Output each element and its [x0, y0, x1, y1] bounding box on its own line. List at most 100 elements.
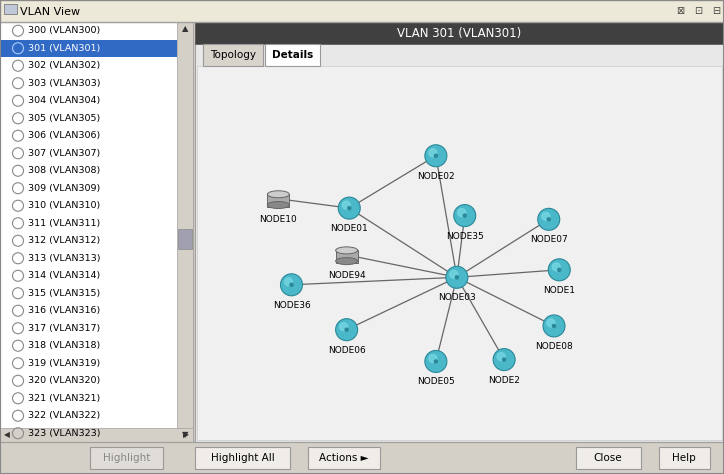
- Text: NODE2: NODE2: [488, 375, 520, 384]
- Ellipse shape: [267, 201, 290, 209]
- Ellipse shape: [267, 191, 290, 198]
- Circle shape: [463, 214, 466, 217]
- Text: 311 (VLAN311): 311 (VLAN311): [28, 219, 100, 228]
- Text: NODE03: NODE03: [438, 293, 476, 302]
- Text: 321 (VLAN321): 321 (VLAN321): [28, 394, 100, 403]
- FancyBboxPatch shape: [336, 250, 358, 263]
- Text: Topology: Topology: [210, 50, 256, 60]
- Text: 312 (VLAN312): 312 (VLAN312): [28, 236, 100, 245]
- FancyBboxPatch shape: [308, 447, 380, 469]
- Text: 307 (VLAN307): 307 (VLAN307): [28, 149, 100, 158]
- Text: NODE94: NODE94: [328, 271, 366, 280]
- Text: 306 (VLAN306): 306 (VLAN306): [28, 131, 100, 140]
- FancyBboxPatch shape: [203, 44, 263, 66]
- Text: 304 (VLAN304): 304 (VLAN304): [28, 96, 100, 105]
- FancyBboxPatch shape: [576, 447, 641, 469]
- Text: NODE36: NODE36: [273, 301, 311, 310]
- Text: 314 (VLAN314): 314 (VLAN314): [28, 271, 100, 280]
- FancyBboxPatch shape: [90, 447, 163, 469]
- Text: NODE35: NODE35: [446, 232, 484, 241]
- Text: 320 (VLAN320): 320 (VLAN320): [28, 376, 100, 385]
- Text: NODE10: NODE10: [259, 215, 298, 224]
- Text: Highlight: Highlight: [103, 453, 151, 463]
- Circle shape: [538, 209, 560, 230]
- Circle shape: [429, 149, 437, 157]
- Circle shape: [340, 323, 348, 331]
- Ellipse shape: [336, 247, 358, 254]
- Text: 310 (VLAN310): 310 (VLAN310): [28, 201, 100, 210]
- Text: NODE05: NODE05: [417, 377, 455, 386]
- Text: ▲: ▲: [182, 25, 188, 34]
- Circle shape: [434, 154, 437, 157]
- Circle shape: [547, 319, 555, 327]
- Circle shape: [548, 259, 571, 281]
- Text: ⊡: ⊡: [694, 6, 702, 16]
- Circle shape: [348, 207, 350, 210]
- FancyBboxPatch shape: [267, 194, 290, 207]
- Circle shape: [345, 328, 348, 331]
- Circle shape: [493, 348, 515, 371]
- FancyBboxPatch shape: [197, 66, 722, 440]
- Text: VLAN View: VLAN View: [20, 7, 80, 17]
- Circle shape: [502, 358, 505, 361]
- Text: VLAN 301 (VLAN301): VLAN 301 (VLAN301): [397, 27, 521, 39]
- Text: 300 (VLAN300): 300 (VLAN300): [28, 26, 100, 35]
- Text: 316 (VLAN316): 316 (VLAN316): [28, 306, 100, 315]
- Text: NODE1: NODE1: [543, 286, 576, 295]
- Text: 319 (VLAN319): 319 (VLAN319): [28, 359, 100, 368]
- Text: Close: Close: [594, 453, 623, 463]
- FancyBboxPatch shape: [0, 0, 724, 22]
- FancyBboxPatch shape: [4, 4, 17, 14]
- Circle shape: [552, 324, 555, 328]
- Circle shape: [543, 315, 565, 337]
- Text: 301 (VLAN301): 301 (VLAN301): [28, 44, 100, 53]
- Text: 315 (VLAN315): 315 (VLAN315): [28, 289, 100, 298]
- Circle shape: [280, 274, 303, 296]
- Circle shape: [336, 319, 358, 341]
- Text: Help: Help: [673, 453, 696, 463]
- Circle shape: [547, 218, 550, 221]
- Circle shape: [552, 263, 560, 271]
- Text: ▼: ▼: [182, 430, 188, 439]
- Text: Highlight All: Highlight All: [211, 453, 274, 463]
- Circle shape: [557, 268, 561, 271]
- FancyBboxPatch shape: [265, 44, 320, 66]
- Text: ⊟: ⊟: [712, 6, 720, 16]
- Text: 305 (VLAN305): 305 (VLAN305): [28, 114, 100, 123]
- FancyBboxPatch shape: [0, 442, 724, 474]
- Text: Actions ►: Actions ►: [319, 453, 369, 463]
- Text: NODE06: NODE06: [328, 346, 366, 355]
- Circle shape: [450, 270, 458, 278]
- Text: 313 (VLAN313): 313 (VLAN313): [28, 254, 101, 263]
- FancyBboxPatch shape: [177, 22, 193, 442]
- Text: ▶: ▶: [183, 430, 189, 439]
- FancyBboxPatch shape: [195, 447, 290, 469]
- Text: ◀: ◀: [4, 430, 10, 439]
- Circle shape: [425, 145, 447, 167]
- Text: 309 (VLAN309): 309 (VLAN309): [28, 184, 100, 193]
- Circle shape: [497, 353, 505, 361]
- Text: ⊠: ⊠: [676, 6, 684, 16]
- FancyBboxPatch shape: [0, 39, 177, 57]
- Circle shape: [542, 212, 550, 220]
- Text: 322 (VLAN322): 322 (VLAN322): [28, 411, 100, 420]
- FancyBboxPatch shape: [0, 428, 193, 442]
- Circle shape: [290, 283, 293, 286]
- Text: 308 (VLAN308): 308 (VLAN308): [28, 166, 100, 175]
- Text: NODE07: NODE07: [530, 235, 568, 244]
- Text: 317 (VLAN317): 317 (VLAN317): [28, 324, 100, 333]
- Circle shape: [429, 355, 437, 363]
- Circle shape: [454, 205, 476, 227]
- Circle shape: [446, 266, 468, 288]
- Ellipse shape: [336, 258, 358, 264]
- Circle shape: [342, 201, 350, 209]
- Text: Details: Details: [272, 50, 313, 60]
- Circle shape: [434, 360, 437, 363]
- Text: NODE08: NODE08: [535, 342, 573, 351]
- Text: 303 (VLAN303): 303 (VLAN303): [28, 79, 101, 88]
- FancyBboxPatch shape: [195, 22, 724, 442]
- Circle shape: [338, 197, 361, 219]
- FancyBboxPatch shape: [659, 447, 710, 469]
- Circle shape: [285, 278, 292, 286]
- Text: 318 (VLAN318): 318 (VLAN318): [28, 341, 100, 350]
